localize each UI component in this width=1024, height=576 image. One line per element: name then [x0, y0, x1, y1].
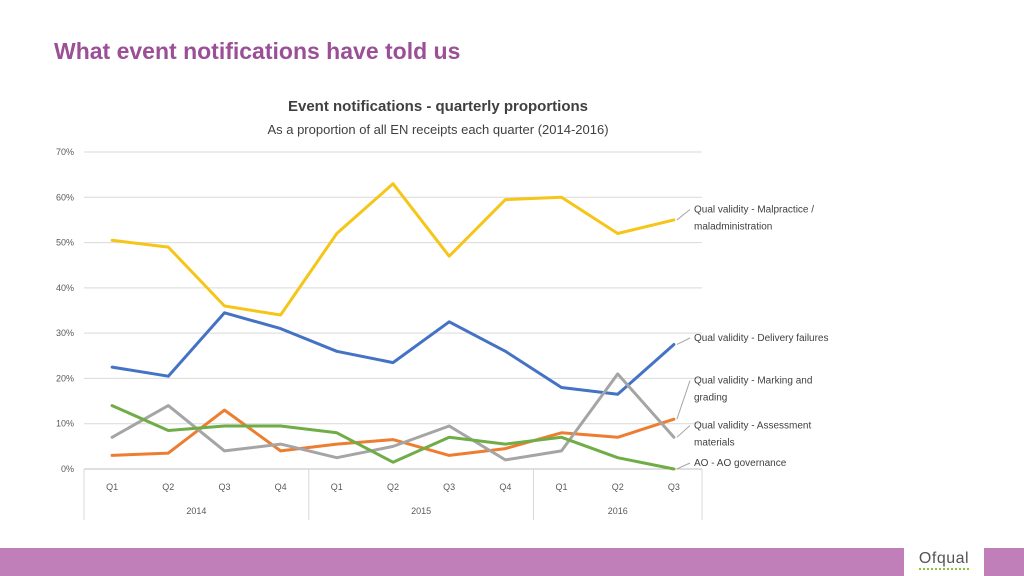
x-tick-label: Q2 — [387, 482, 399, 492]
y-tick-label: 10% — [56, 419, 74, 429]
label-leader — [676, 425, 691, 438]
x-group-label: 2015 — [411, 506, 431, 516]
y-tick-label: 30% — [56, 328, 74, 338]
series-lines — [110, 182, 676, 471]
series-line — [110, 408, 676, 457]
x-group-label: 2014 — [186, 506, 206, 516]
series-label: Qual validity - Delivery failures — [694, 333, 829, 344]
chart-subtitle: As a proportion of all EN receipts each … — [267, 122, 608, 137]
series-label: Qual validity - Assessment — [694, 421, 811, 432]
slide-title: What event notifications have told us — [54, 38, 461, 64]
x-tick-label: Q1 — [331, 482, 343, 492]
x-tick-label: Q3 — [443, 482, 455, 492]
label-leader — [676, 462, 691, 470]
series-label: grading — [694, 393, 727, 404]
y-tick-label: 40% — [56, 283, 74, 293]
y-tick-label: 0% — [61, 464, 74, 474]
label-leader — [676, 209, 691, 221]
x-tick-label: Q1 — [106, 482, 118, 492]
x-group-label: 2016 — [608, 506, 628, 516]
y-tick-label: 50% — [56, 238, 74, 248]
label-leader — [676, 337, 691, 345]
y-tick-label: 20% — [56, 373, 74, 383]
ofqual-logo: Ofqual — [904, 546, 984, 576]
series-label: Qual validity - Marking and — [694, 376, 812, 387]
series-line — [110, 311, 676, 396]
footer-bar — [0, 548, 1024, 576]
x-tick-label: Q3 — [218, 482, 230, 492]
chart-title: Event notifications - quarterly proporti… — [288, 98, 588, 115]
x-tick-label: Q1 — [556, 482, 568, 492]
y-tick-label: 70% — [56, 147, 74, 157]
series-label: AO - AO governance — [694, 458, 787, 469]
series-label: Qual validity - Malpractice / — [694, 205, 814, 216]
axes: 0% 10% 20% 30% 40% 50% 60% 70% Q1 Q2 Q3 Q4 Q1 Q2 Q3 Q4 Q… — [56, 147, 703, 520]
series-line — [110, 182, 676, 317]
series-label: maladministration — [694, 222, 772, 233]
x-tick-label: Q2 — [162, 482, 174, 492]
label-leader — [676, 380, 691, 420]
series-labels: Qual validity - Malpractice / maladminist… — [676, 205, 829, 470]
y-tick-label: 60% — [56, 192, 74, 202]
x-tick-label: Q3 — [668, 482, 680, 492]
x-tick-label: Q4 — [499, 482, 511, 492]
x-tick-label: Q2 — [612, 482, 624, 492]
x-tick-label: Q4 — [275, 482, 287, 492]
series-label: materials — [694, 438, 735, 449]
series-line — [110, 404, 676, 471]
logo-text: Ofqual — [918, 551, 970, 570]
series-line — [110, 372, 676, 462]
gridlines — [84, 151, 702, 470]
